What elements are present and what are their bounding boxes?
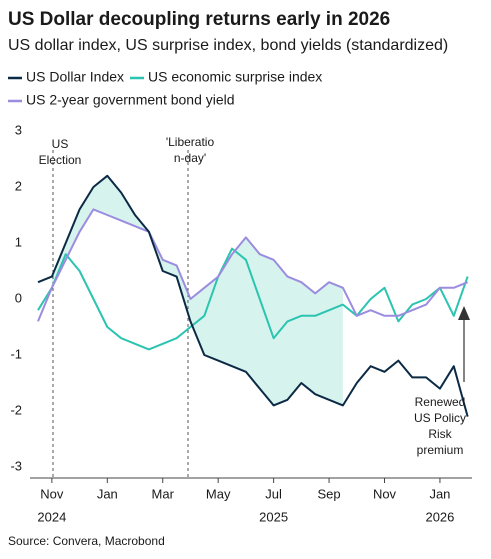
legend-label: US economic surprise index <box>148 69 322 85</box>
chart-title: US Dollar decoupling returns early in 20… <box>8 9 390 30</box>
source: Source: Convera, Macrobond <box>8 534 165 548</box>
annotation: 'Liberatio <box>166 135 215 149</box>
y-tick-label: -1 <box>10 346 22 361</box>
y-tick-label: 1 <box>15 234 22 249</box>
legend-label: US Dollar Index <box>26 69 124 85</box>
x-tick-label: Nov <box>373 486 397 501</box>
x-tick-label: May <box>206 486 231 501</box>
annotation: Risk <box>428 427 452 441</box>
x-tick-label: Jul <box>265 486 282 501</box>
y-tick-label: 2 <box>15 178 22 193</box>
x-tick-label: Mar <box>152 486 175 501</box>
x-tick-label: Sep <box>317 486 340 501</box>
year-label: 2024 <box>37 509 66 524</box>
year-label: 2026 <box>425 509 454 524</box>
annotation: premium <box>417 443 464 457</box>
series-line <box>37 174 469 417</box>
y-tick-label: 3 <box>15 122 22 137</box>
x-tick-label: Nov <box>40 486 64 501</box>
chart-subtitle: US dollar index, US surprise index, bond… <box>8 37 448 54</box>
legend-label: US 2-year government bond yield <box>26 92 235 108</box>
x-tick-label: Jan <box>97 486 118 501</box>
arrow-head <box>458 306 470 320</box>
series-line <box>37 208 469 322</box>
year-label: 2025 <box>259 509 288 524</box>
y-tick-label: -3 <box>10 458 22 473</box>
annotation: Renewed <box>415 395 466 409</box>
annotation: Election <box>39 153 82 167</box>
annotation: US Policy <box>414 411 466 425</box>
y-tick-label: 0 <box>15 290 22 305</box>
gap-shading <box>51 175 343 406</box>
y-tick-label: -2 <box>10 402 22 417</box>
x-tick-label: Jan <box>429 486 450 501</box>
annotation: n-day' <box>174 151 206 165</box>
annotation: US <box>52 137 69 151</box>
